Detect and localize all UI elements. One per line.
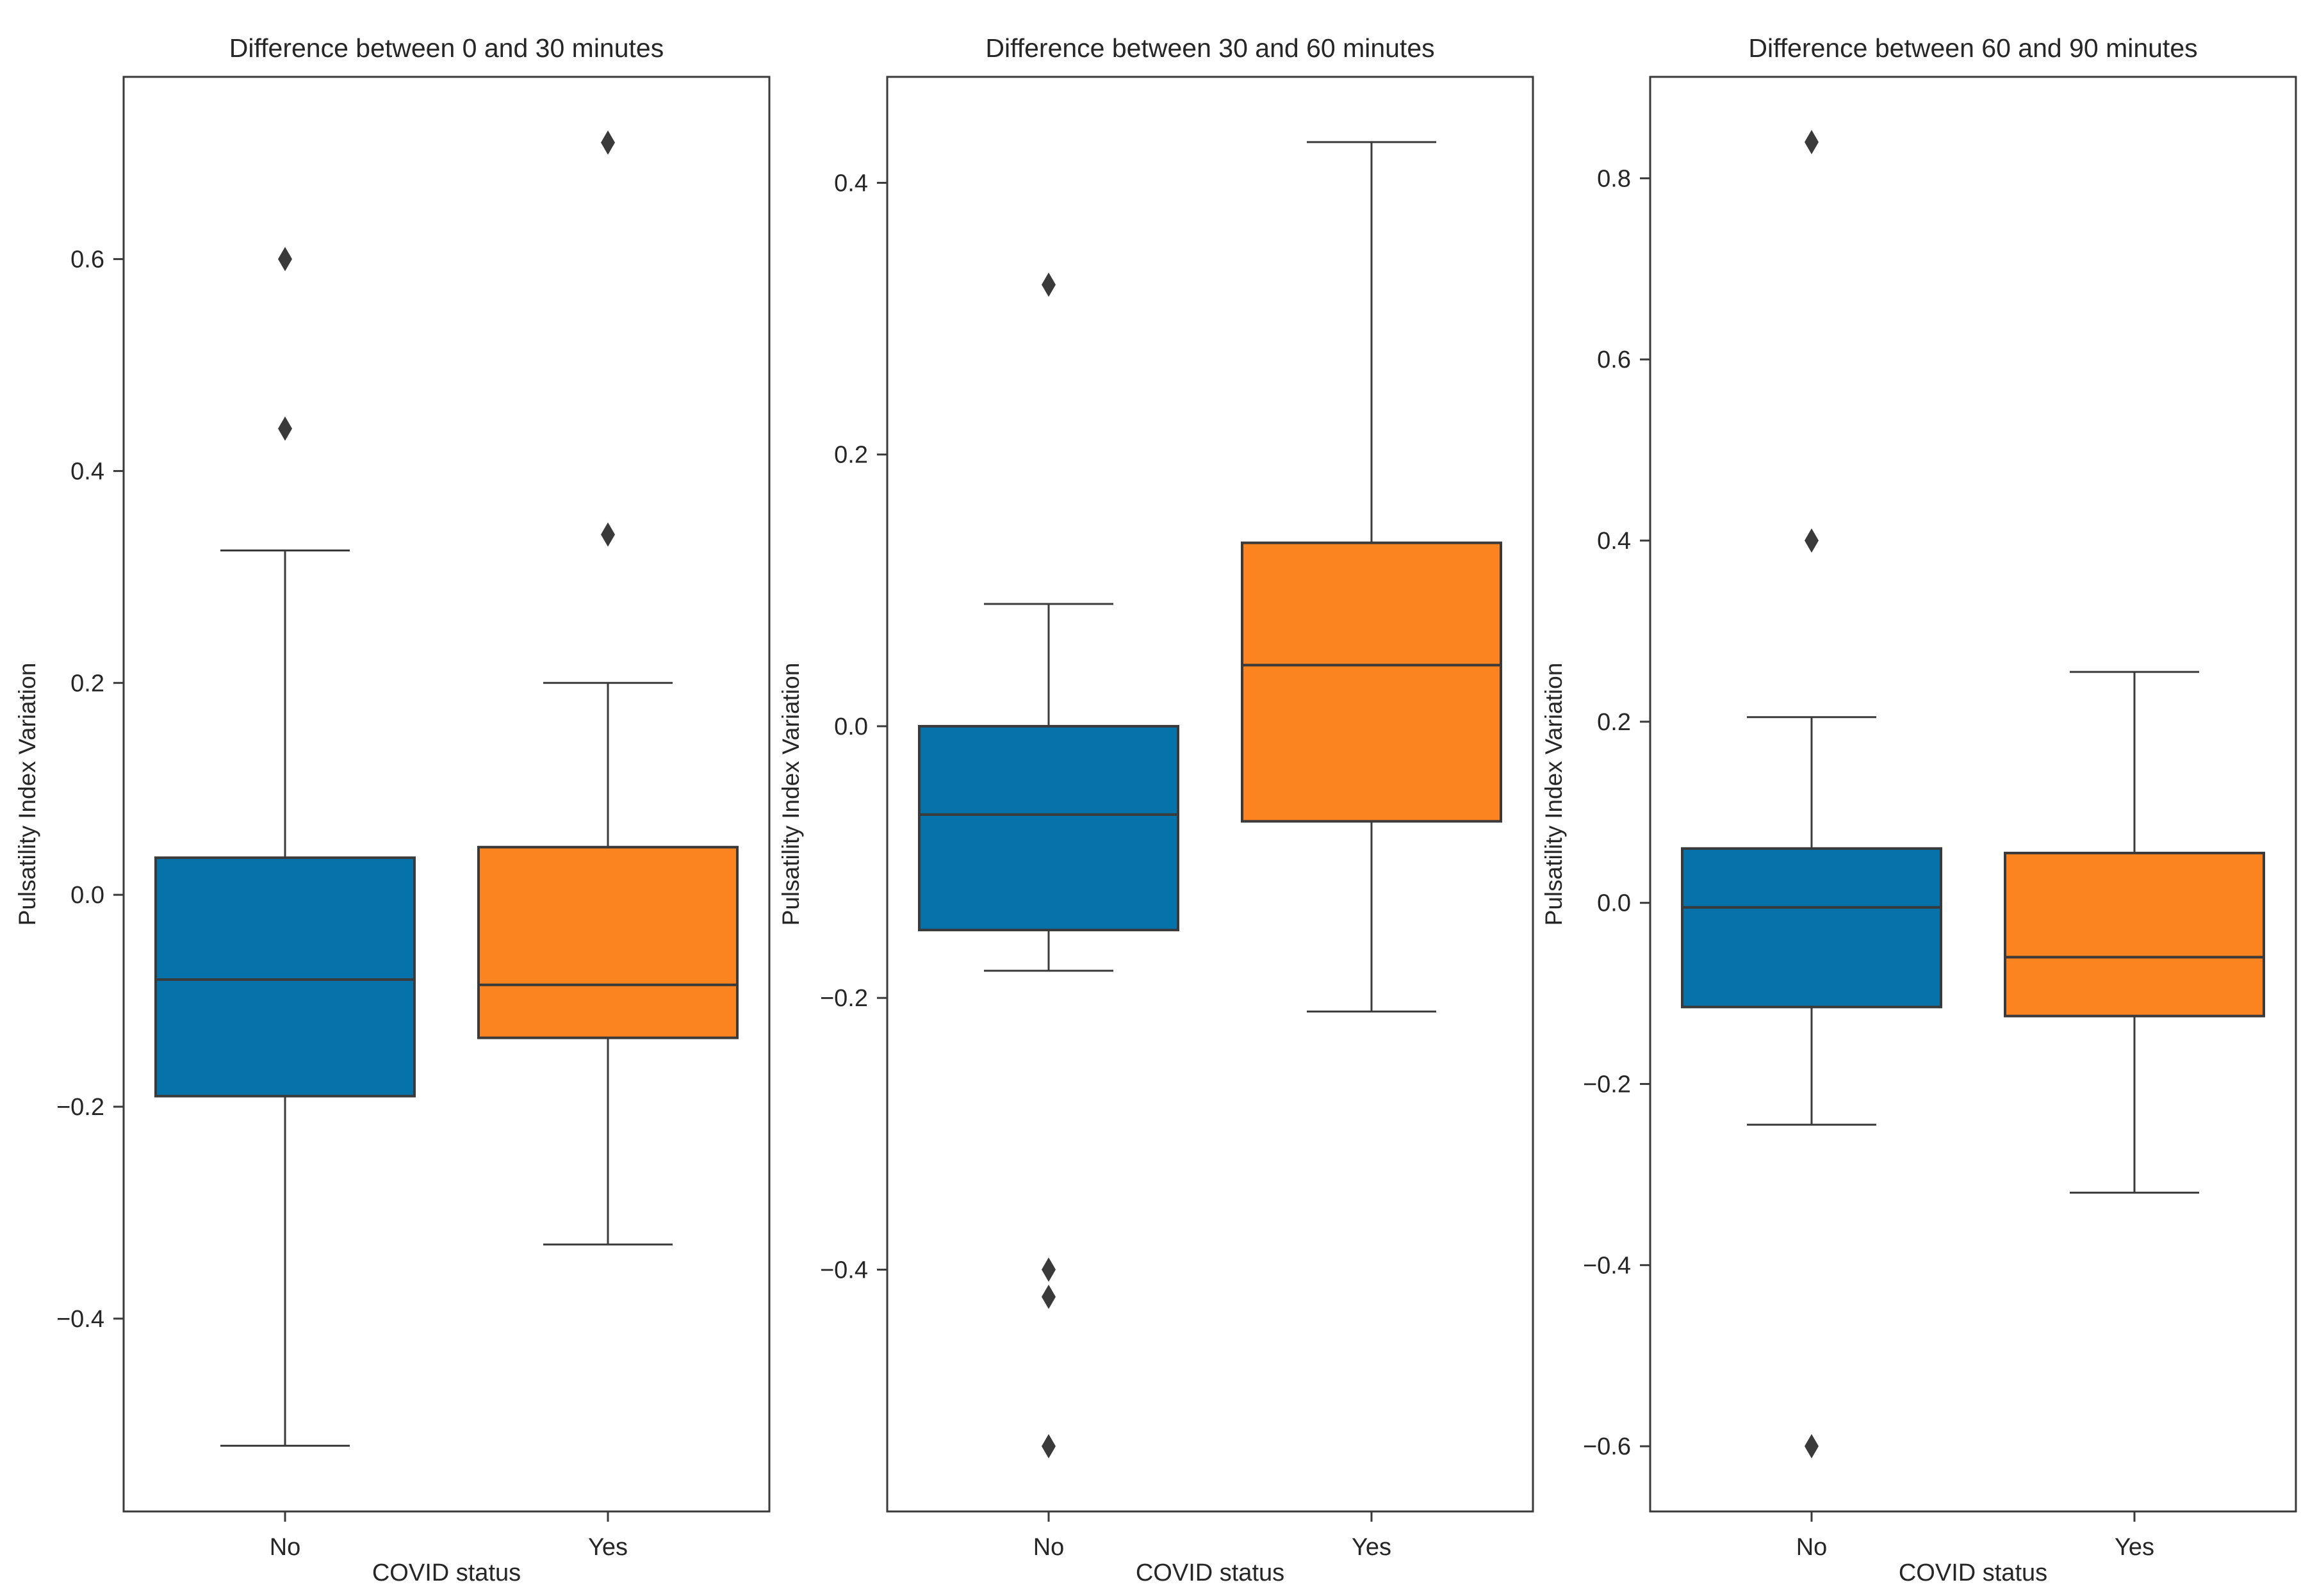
y-axis-label: Pulsatility Index Variation — [14, 662, 40, 926]
y-tick-label: −0.2 — [1583, 1071, 1631, 1098]
box-group-no: No — [1681, 129, 1942, 1561]
y-tick-label: −0.2 — [56, 1094, 104, 1121]
iqr-box — [1241, 541, 1502, 823]
y-tick-label: 0.0 — [834, 713, 868, 740]
outlier-point — [1805, 129, 1819, 154]
iqr-box — [918, 724, 1179, 932]
axes-spines — [1649, 76, 2297, 1513]
x-tick-label: No — [270, 1534, 301, 1561]
axes-spines — [886, 76, 1534, 1513]
page-title: Difference between 30 and 60 minutes — [985, 33, 1435, 63]
page-title: Difference between 60 and 90 minutes — [1748, 33, 2198, 63]
box-group-no: No — [154, 247, 416, 1561]
y-tick-label: 0.4 — [70, 458, 104, 485]
y-tick-label: 0.6 — [70, 247, 104, 273]
outlier-point — [278, 247, 292, 272]
y-tick-label: 0.2 — [834, 442, 868, 469]
y-tick-label: −0.4 — [1583, 1252, 1631, 1279]
box-group-yes: Yes — [2004, 671, 2265, 1561]
x-axis-label: COVID status — [372, 1559, 521, 1586]
x-axis-label: COVID status — [1135, 1559, 1285, 1586]
iqr-box — [477, 845, 739, 1039]
outlier-point — [1805, 1434, 1819, 1459]
y-tick-label: 0.6 — [1597, 346, 1631, 373]
y-tick-label: −0.4 — [820, 1257, 868, 1283]
outlier-point — [601, 522, 615, 547]
outlier-point — [278, 416, 292, 441]
y-tick-label: 0.0 — [1597, 890, 1631, 917]
y-tick-label: 0.4 — [834, 170, 868, 197]
x-tick-label: No — [1796, 1534, 1828, 1561]
outlier-point — [601, 130, 615, 155]
y-tick-label: −0.4 — [56, 1306, 104, 1333]
axes-1: 0.4 0.2 0.0 −0.2 −0.4 No Yes — [820, 76, 1534, 1561]
box-group-no: No — [918, 272, 1179, 1561]
y-tick-label: 0.4 — [1597, 528, 1631, 555]
iqr-box — [1681, 847, 1942, 1009]
x-tick-label: Yes — [1352, 1534, 1391, 1561]
y-tick-label: 0.2 — [70, 670, 104, 697]
iqr-box — [154, 856, 416, 1098]
axes-0: 0.6 0.4 0.2 0.0 −0.2 −0.4 No Yes — [56, 76, 771, 1561]
x-axis-label: COVID status — [1898, 1559, 2048, 1586]
iqr-box — [2004, 851, 2265, 1018]
outlier-point — [1042, 1434, 1056, 1459]
outlier-point — [1042, 1284, 1056, 1309]
box-group-yes: Yes — [477, 130, 739, 1561]
y-tick-label: 0.8 — [1597, 165, 1631, 192]
outlier-point — [1042, 272, 1056, 297]
x-tick-label: Yes — [2115, 1534, 2154, 1561]
y-tick-label: −0.6 — [1583, 1433, 1631, 1460]
page-title: Difference between 0 and 30 minutes — [229, 33, 664, 63]
box-group-yes: Yes — [1241, 141, 1502, 1561]
outlier-point — [1042, 1257, 1056, 1282]
outlier-point — [1805, 528, 1819, 553]
y-axis-label: Pulsatility Index Variation — [778, 662, 804, 926]
y-tick-label: −0.2 — [820, 985, 868, 1012]
x-tick-label: No — [1033, 1534, 1065, 1561]
x-tick-label: Yes — [588, 1534, 628, 1561]
axes-spines — [122, 76, 771, 1513]
axes-2: 0.8 0.6 0.4 0.2 0.0 −0.2 −0.4 −0.6 No Yes — [1583, 76, 2297, 1561]
y-axis-label: Pulsatility Index Variation — [1541, 662, 1567, 926]
y-tick-label: 0.2 — [1597, 709, 1631, 736]
y-tick-label: 0.0 — [70, 882, 104, 909]
